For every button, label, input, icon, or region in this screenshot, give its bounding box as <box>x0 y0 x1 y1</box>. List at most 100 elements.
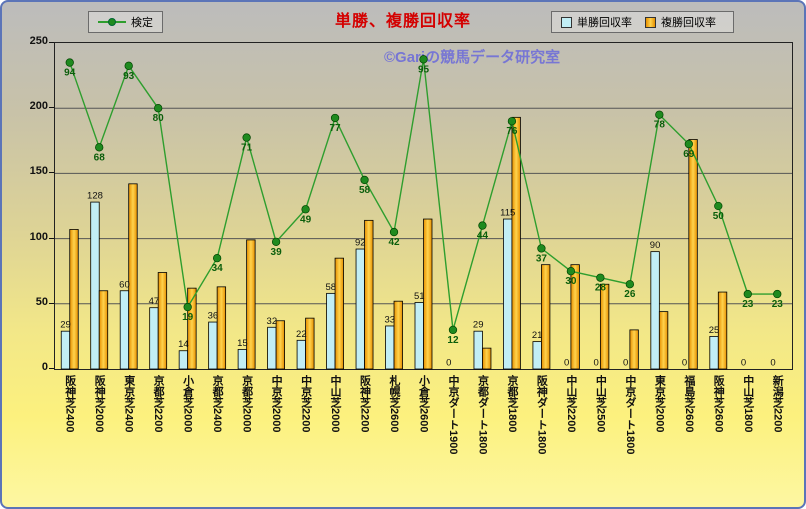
line-point-label: 28 <box>595 283 607 294</box>
line-point <box>360 175 369 185</box>
win-bar-label: 0 <box>741 358 746 369</box>
bar-place <box>599 283 610 370</box>
bar-win <box>208 321 218 370</box>
bar-place <box>717 291 728 370</box>
chart-canvas: 29 128 60 47 14 36 15 32 22 58 92 33 51 0 29 115 21 0 0 0 90… <box>55 55 792 370</box>
bar-win <box>119 290 130 370</box>
plot-area: 29 128 60 47 14 36 15 32 22 58 92 33 51 0 29 115 21 0 0 0 90… <box>54 42 793 370</box>
bar-win <box>355 248 365 370</box>
line-point <box>183 302 192 312</box>
bar-place <box>688 139 698 370</box>
x-tick-label: 札幌芝2600 <box>388 375 401 433</box>
line-legend-marker-icon <box>98 17 126 27</box>
line-point <box>566 267 576 276</box>
bar-place <box>364 219 374 370</box>
line-point <box>714 201 723 211</box>
win-bar-label: 36 <box>208 311 219 322</box>
x-tick-label: 新潟芝2200 <box>771 375 784 433</box>
line-point-label: 80 <box>153 113 165 124</box>
line-point <box>625 280 635 289</box>
line-point-label: 37 <box>536 253 548 264</box>
line-point <box>478 221 487 230</box>
y-tick-mark <box>49 302 54 304</box>
bar-place <box>334 257 344 370</box>
win-bar-label: 15 <box>237 338 248 349</box>
x-tick-label: 小倉芝2000 <box>181 375 194 433</box>
place-legend-swatch-icon <box>645 16 656 28</box>
watermark: ©Gariの競馬データ研究室 <box>384 49 561 66</box>
bar-place <box>482 347 492 370</box>
line-point-label: 95 <box>418 64 430 75</box>
x-tick-label: 中京ダート1800 <box>623 375 636 455</box>
line-point <box>655 110 664 119</box>
bar-place <box>187 287 197 370</box>
win-bar-label: 0 <box>446 358 451 369</box>
win-bar-label: 128 <box>87 191 103 202</box>
x-tick-label: 京都ダート1800 <box>476 375 489 455</box>
line-point-label: 58 <box>359 185 371 196</box>
x-tick-label: 京都芝2200 <box>152 375 165 433</box>
bar-place <box>541 264 551 370</box>
win-bar-label: 58 <box>326 282 337 293</box>
win-bar-label: 0 <box>770 358 775 369</box>
bar-place <box>511 116 521 370</box>
bar-place <box>629 329 639 370</box>
win-bar-label: 92 <box>355 238 366 249</box>
bar-win <box>237 349 248 370</box>
line-point <box>271 237 281 247</box>
bar-win <box>60 330 71 370</box>
line-point <box>154 104 163 113</box>
line-point-label: 69 <box>683 149 695 160</box>
bar-place <box>570 264 580 370</box>
line-dot-icon <box>108 18 116 26</box>
x-tick-label: 小倉芝2600 <box>417 375 430 433</box>
bar-place <box>246 239 256 370</box>
bar-place <box>305 317 315 370</box>
bar-place <box>128 183 138 370</box>
line-point <box>212 254 222 263</box>
x-tick-label: 中山芝2000 <box>329 375 342 433</box>
x-tick-label: 中山芝2200 <box>564 375 577 433</box>
line-point-label: 30 <box>565 276 577 287</box>
line-point-label: 34 <box>212 263 224 274</box>
bar-place <box>423 218 433 370</box>
y-tick-label: 150 <box>29 165 48 178</box>
bar-place <box>658 311 669 370</box>
win-bar-label: 0 <box>682 358 687 369</box>
line-point-label: 19 <box>182 312 194 323</box>
bar-win <box>414 302 424 370</box>
line-point-label: 78 <box>654 120 666 131</box>
x-tick-label: 京都芝2000 <box>240 375 253 433</box>
win-bar-label: 90 <box>650 240 661 251</box>
line-point-label: 93 <box>123 71 135 82</box>
bar-win <box>267 326 277 370</box>
win-bar-label: 32 <box>267 316 278 327</box>
x-tick-label: 中京ダート1900 <box>446 375 459 455</box>
line-point-label: 76 <box>506 126 518 137</box>
win-bar-label: 0 <box>623 358 628 369</box>
line-point <box>389 227 399 237</box>
line-point <box>419 55 428 64</box>
x-tick-label: 東京芝2000 <box>653 375 666 433</box>
bar-place <box>157 272 168 370</box>
line-point <box>330 113 340 123</box>
bar-win <box>385 325 395 370</box>
line-point-label: 77 <box>329 123 341 134</box>
win-bar-label: 0 <box>593 358 598 369</box>
x-tick-label: 阪神芝2600 <box>712 375 725 433</box>
bar-win <box>709 335 719 370</box>
win-bar-label: 60 <box>119 279 130 290</box>
y-tick-label: 50 <box>35 295 48 308</box>
win-bar-label: 33 <box>384 314 395 325</box>
x-tick-label: 阪神芝2200 <box>358 375 371 433</box>
x-tick-label: 阪神ダート1800 <box>535 375 548 455</box>
line-point-label: 23 <box>742 299 754 310</box>
chart-title: 単勝、複勝回収率 <box>334 13 471 30</box>
legend-kentei-label: 検定 <box>131 17 153 29</box>
line-point-label: 23 <box>772 299 784 310</box>
line-point <box>65 58 74 67</box>
y-tick-label: 0 <box>41 361 48 373</box>
legend-place-label: 複勝回収率 <box>661 17 716 29</box>
line-point-label: 50 <box>713 211 725 222</box>
line-point-label: 49 <box>300 214 312 225</box>
